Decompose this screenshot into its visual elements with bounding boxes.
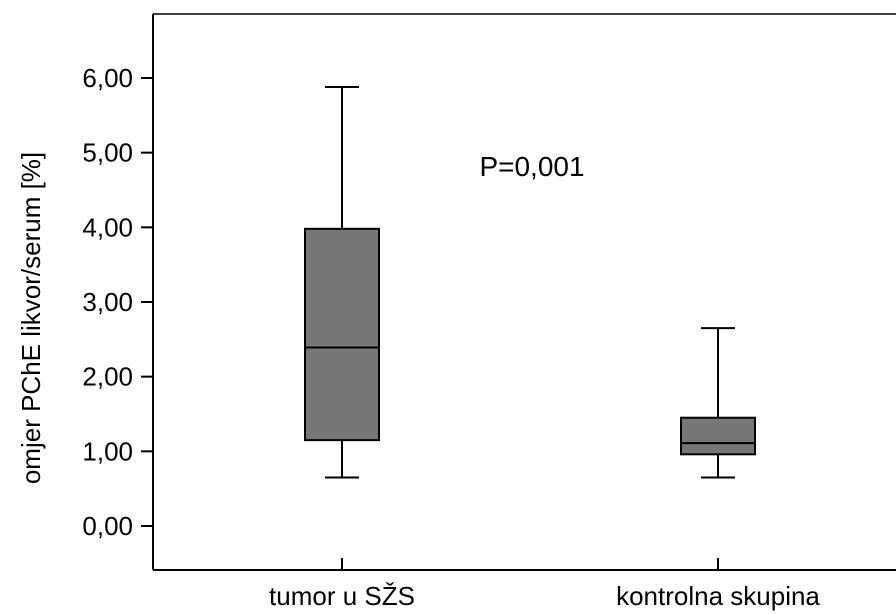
box-1 bbox=[304, 85, 380, 479]
y-tick-label: 4,00 bbox=[82, 212, 133, 242]
plot-area: 0,00 1,00 2,00 3,00 4,00 5,00 6,00 tumor u SŽS… bbox=[82, 13, 896, 611]
y-axis-title: omjer PChE likvor/serum [%] bbox=[16, 152, 46, 484]
iqr-box bbox=[304, 227, 380, 442]
y-tick-label: 2,00 bbox=[82, 362, 133, 392]
y-tick-label: 5,00 bbox=[82, 138, 133, 168]
iqr-box bbox=[680, 416, 756, 456]
y-tick-label: 3,00 bbox=[82, 287, 133, 317]
y-tick-label: 0,00 bbox=[82, 511, 133, 541]
y-tick-label: 6,00 bbox=[82, 63, 133, 93]
x-ticks: tumor u SŽS kontrolna skupina bbox=[269, 558, 820, 611]
y-ticks: 0,00 1,00 2,00 3,00 4,00 5,00 6,00 bbox=[82, 63, 153, 541]
x-category-label: tumor u SŽS bbox=[269, 581, 415, 611]
p-value-annotation: P=0,001 bbox=[479, 151, 584, 182]
box-2 bbox=[680, 327, 756, 479]
y-tick-label: 1,00 bbox=[82, 436, 133, 466]
boxes bbox=[304, 85, 756, 479]
x-category-label: kontrolna skupina bbox=[616, 581, 820, 611]
